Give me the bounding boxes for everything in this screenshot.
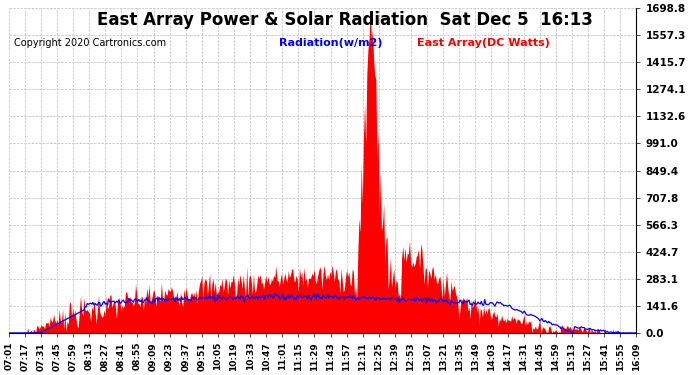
Text: Copyright 2020 Cartronics.com: Copyright 2020 Cartronics.com xyxy=(14,38,166,48)
Text: East Array Power & Solar Radiation  Sat Dec 5  16:13: East Array Power & Solar Radiation Sat D… xyxy=(97,11,593,29)
Text: East Array(DC Watts): East Array(DC Watts) xyxy=(417,38,549,48)
Text: Radiation(w/m2): Radiation(w/m2) xyxy=(279,38,383,48)
